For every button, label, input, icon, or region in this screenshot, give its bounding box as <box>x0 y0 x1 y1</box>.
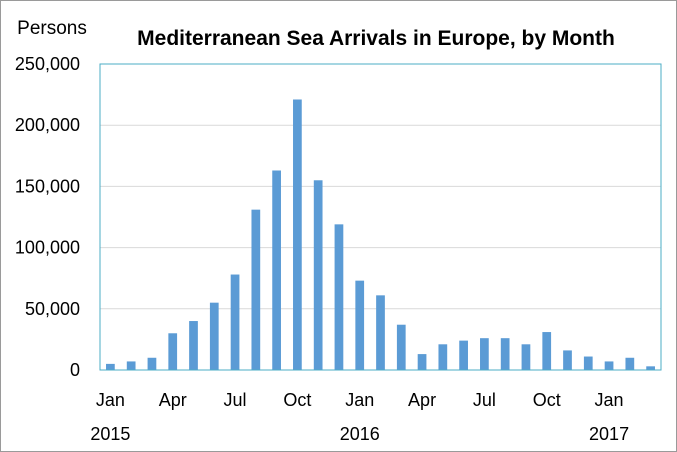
plot-border <box>99 63 662 371</box>
bar <box>230 274 240 370</box>
y-tick-labels: 0 50,000 100,000 150,000 200,000 250,000 <box>15 54 80 380</box>
bar <box>459 340 468 370</box>
bar <box>521 344 531 370</box>
bar <box>168 333 178 370</box>
bar <box>189 321 198 370</box>
x-tick-label-month: Oct <box>283 390 311 410</box>
x-tick-label-month: Jan <box>96 390 125 410</box>
bar <box>646 366 655 370</box>
bar <box>355 280 365 370</box>
bar <box>209 302 219 370</box>
x-tick-label-month: Oct <box>533 390 561 410</box>
x-tick-label-month: Jul <box>473 390 496 410</box>
bar <box>500 338 510 370</box>
y-tick-label: 250,000 <box>15 54 80 74</box>
y-tick-label: 50,000 <box>25 299 80 319</box>
x-tick-label-year: 2015 <box>90 424 130 444</box>
x-tick-label-month: Jan <box>595 390 624 410</box>
bar <box>272 170 281 370</box>
bar <box>417 354 427 370</box>
x-tick-label-month: Apr <box>408 390 436 410</box>
bar <box>126 361 136 370</box>
bar <box>625 357 635 370</box>
x-tick-label-month: Apr <box>159 390 187 410</box>
bar <box>604 361 614 370</box>
x-tick-label-month: Jul <box>224 390 247 410</box>
bars <box>106 99 655 370</box>
bar <box>438 344 448 370</box>
x-tick-label-year: 2016 <box>340 424 380 444</box>
bar <box>583 356 593 370</box>
bar <box>313 180 323 370</box>
chart-title: Mediterranean Sea Arrivals in Europe, by… <box>137 27 615 50</box>
bar <box>563 350 572 370</box>
y-tick-label: 100,000 <box>15 238 80 258</box>
bar <box>147 357 157 370</box>
y-tick-label: 150,000 <box>15 176 80 196</box>
gridlines <box>100 63 661 310</box>
bar <box>542 332 552 370</box>
x-tick-labels: Jan Apr Jul Oct Jan Apr Jul Oct Jan 2015 2016 2017 <box>90 390 629 444</box>
bar <box>376 295 385 370</box>
bar <box>480 338 489 370</box>
y-axis-label: Persons <box>17 18 87 39</box>
bar <box>106 363 115 370</box>
x-tick-label-year: 2017 <box>589 424 629 444</box>
y-tick-label: 200,000 <box>15 115 80 135</box>
y-tick-label: 0 <box>70 360 80 380</box>
bar <box>396 324 406 370</box>
bar <box>251 209 261 370</box>
bar <box>293 99 302 370</box>
x-tick-label-month: Jan <box>345 390 374 410</box>
bar <box>334 224 344 370</box>
